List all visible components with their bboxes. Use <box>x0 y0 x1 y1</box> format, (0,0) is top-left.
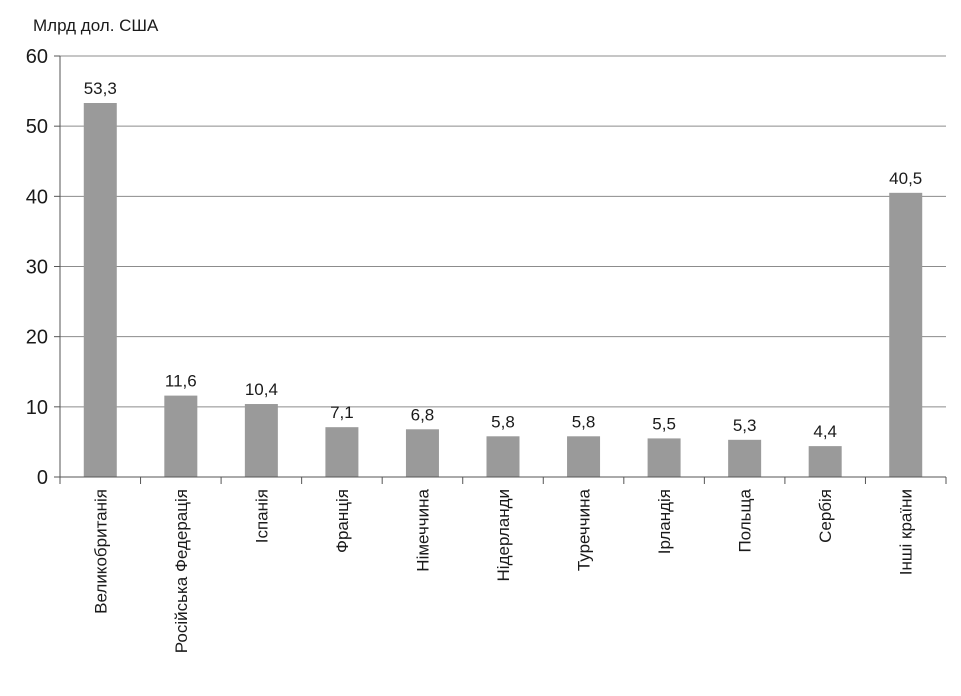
y-tick-label: 40 <box>26 186 48 208</box>
bars <box>83 103 923 478</box>
data-label: 53,3 <box>84 79 117 98</box>
data-label: 5,8 <box>491 412 515 431</box>
data-label: 7,1 <box>330 403 354 422</box>
x-tick-label: Великобританія <box>91 489 110 614</box>
data-label: 5,3 <box>733 416 757 435</box>
y-tick-label: 30 <box>26 257 48 279</box>
x-tick-label: Російська Федерація <box>172 489 191 653</box>
bar <box>325 427 359 477</box>
bar <box>486 436 520 477</box>
x-tick-label: Франція <box>333 489 352 553</box>
bar <box>83 103 117 478</box>
data-label: 11,6 <box>165 372 197 391</box>
bar <box>647 438 681 477</box>
data-label: 6,8 <box>411 405 435 424</box>
data-label: 5,5 <box>652 414 676 433</box>
x-tick-label: Туреччина <box>575 488 594 571</box>
y-tick-label: 50 <box>26 116 48 138</box>
bar <box>889 192 923 477</box>
x-tick-label: Польща <box>736 488 755 552</box>
data-label: 40,5 <box>889 169 922 188</box>
y-tick-label: 10 <box>26 397 48 419</box>
data-label: 10,4 <box>245 380 278 399</box>
data-label: 5,8 <box>572 412 596 431</box>
axes: 0 10 20 30 40 50 60 Великобританія Російська Фед… <box>26 46 947 653</box>
x-tick-label: Німеччина <box>413 488 432 571</box>
gridlines <box>60 55 946 408</box>
bar <box>808 446 842 477</box>
x-tick-label: Сербія <box>816 489 835 543</box>
y-tick-label: 20 <box>26 327 48 349</box>
data-label: 4,4 <box>813 422 837 441</box>
x-tick-label: Нідерланди <box>494 489 513 581</box>
bar <box>567 436 601 477</box>
data-labels: 53,3 11,6 10,4 7,1 6,8 5,8 5,8 5,5 5,3 4,4 40,5 <box>84 79 923 441</box>
x-tick-label: Інші країни <box>897 489 916 575</box>
bar <box>244 404 278 477</box>
bar <box>405 429 439 477</box>
x-tick-label: Іспанія <box>252 489 271 543</box>
bar <box>164 395 198 477</box>
bar <box>728 439 762 477</box>
unit-label: Млрд дол. США <box>33 16 159 35</box>
y-tick-label: 0 <box>37 467 48 489</box>
y-tick-label: 60 <box>26 46 48 68</box>
x-tick-label: Ірландія <box>655 489 674 554</box>
